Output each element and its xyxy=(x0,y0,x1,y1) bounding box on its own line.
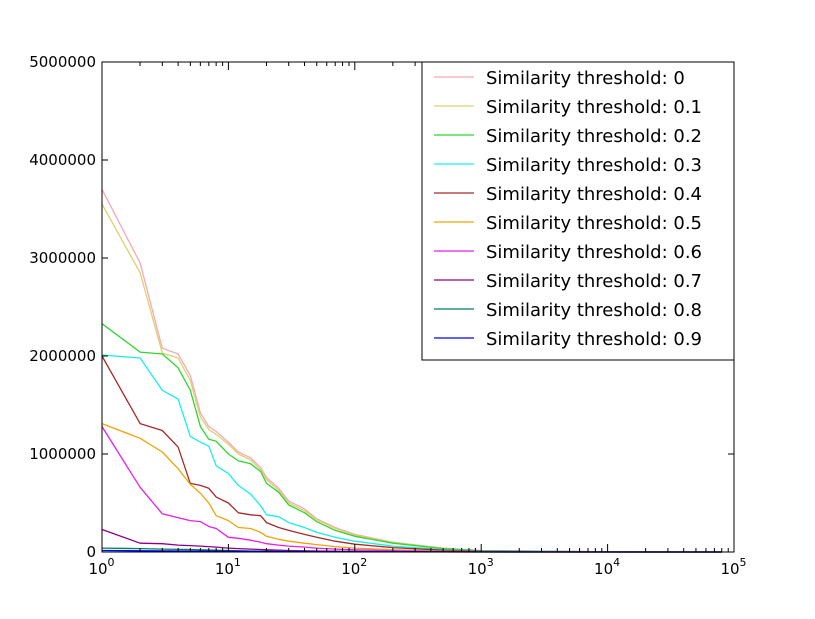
legend: Similarity threshold: 0 Similarity thresh… xyxy=(421,61,735,361)
x-tick-label-exponent: 4 xyxy=(613,556,620,569)
legend-label: Similarity threshold: 0.1 xyxy=(486,97,702,118)
series-line-6 xyxy=(101,426,722,553)
series-line-3 xyxy=(101,354,722,553)
legend-label: Similarity threshold: 0.2 xyxy=(486,126,702,147)
x-tick-label: 10 xyxy=(88,560,107,578)
y-tick-label: 5000000 xyxy=(29,53,96,71)
legend-box xyxy=(421,61,735,361)
series-line-2 xyxy=(101,323,722,553)
y-tick-label: 2000000 xyxy=(29,347,96,365)
legend-label: Similarity threshold: 0.6 xyxy=(486,242,702,263)
x-tick-label-exponent: 1 xyxy=(234,556,241,569)
legend-label: Similarity threshold: 0.4 xyxy=(486,184,702,205)
x-tick-label: 10 xyxy=(341,560,360,578)
x-tick-label: 10 xyxy=(720,560,739,578)
legend-label: Similarity threshold: 0.3 xyxy=(486,155,702,176)
legend-label: Similarity threshold: 0.9 xyxy=(486,329,702,350)
x-tick-label: 10 xyxy=(468,560,487,578)
series-line-4 xyxy=(101,355,722,553)
y-tick-label: 1000000 xyxy=(29,445,96,463)
x-tick-label: 10 xyxy=(594,560,613,578)
legend-label: Similarity threshold: 0.8 xyxy=(486,300,702,321)
x-tick-label-exponent: 0 xyxy=(108,556,115,569)
y-tick-label: 0 xyxy=(86,543,96,561)
x-tick-label: 10 xyxy=(215,560,234,578)
x-tick-label-exponent: 3 xyxy=(487,556,494,569)
y-tick-label: 3000000 xyxy=(29,249,96,267)
y-tick-label: 4000000 xyxy=(29,151,96,169)
legend-label: Similarity threshold: 0 xyxy=(486,68,685,89)
x-tick-label-exponent: 2 xyxy=(360,556,367,569)
x-tick-label-exponent: 5 xyxy=(740,556,747,569)
legend-label: Similarity threshold: 0.5 xyxy=(486,213,702,234)
legend-label: Similarity threshold: 0.7 xyxy=(486,271,702,292)
series-line-5 xyxy=(101,422,722,553)
